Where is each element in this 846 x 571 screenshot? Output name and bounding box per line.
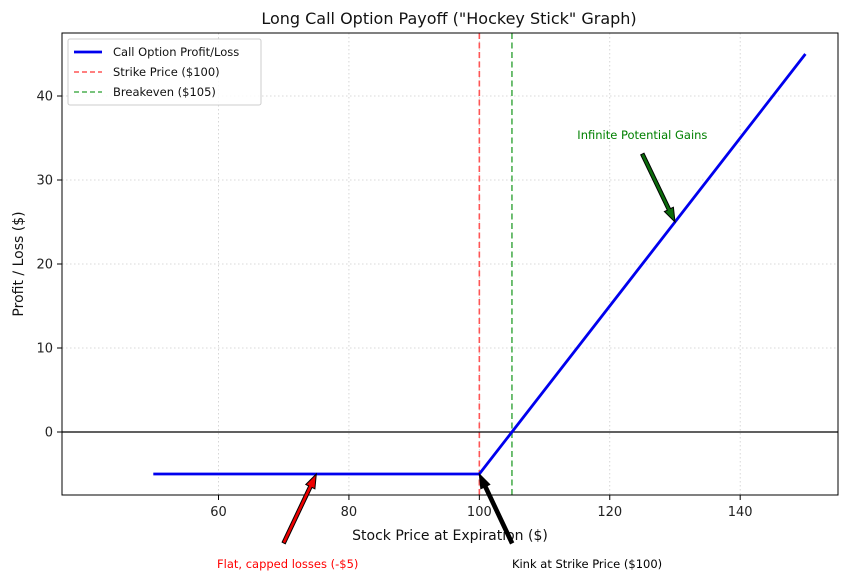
y-axis-title: Profit / Loss ($) xyxy=(11,211,27,316)
annotation-arrow xyxy=(478,472,515,545)
annotation-label: Kink at Strike Price ($100) xyxy=(512,557,662,571)
reference-lines xyxy=(62,33,838,495)
y-tick-label: 40 xyxy=(36,90,53,105)
annotation-arrow xyxy=(640,152,676,224)
x-axis-title: Stock Price at Expiration ($) xyxy=(352,528,548,544)
y-tick-label: 0 xyxy=(45,426,53,441)
legend-label: Call Option Profit/Loss xyxy=(113,45,239,59)
annotation-label: Infinite Potential Gains xyxy=(577,128,707,142)
x-tick-label: 100 xyxy=(467,505,492,520)
y-tick-label: 30 xyxy=(36,174,53,189)
y-tick-label: 10 xyxy=(36,342,53,357)
legend-label: Breakeven ($105) xyxy=(113,85,216,99)
x-tick-label: 120 xyxy=(597,505,622,520)
x-tick-label: 60 xyxy=(210,505,227,520)
x-tick-label: 140 xyxy=(728,505,753,520)
legend-box xyxy=(67,38,262,106)
chart-title: Long Call Option Payoff ("Hockey Stick" … xyxy=(261,9,636,28)
y-tick-label: 20 xyxy=(36,258,53,273)
x-tick-label: 80 xyxy=(341,505,358,520)
annotation-arrow xyxy=(281,472,317,545)
axis-ticks: 60 80 100 120 140 0 10 20 30 40 xyxy=(36,90,752,521)
annotations: Infinite Potential Gains Flat, capped los… xyxy=(217,128,707,571)
legend: Call Option Profit/Loss Strike Price ($10… xyxy=(67,38,262,106)
legend-label: Strike Price ($100) xyxy=(113,65,220,79)
annotation-label: Flat, capped losses (-$5) xyxy=(217,557,358,571)
